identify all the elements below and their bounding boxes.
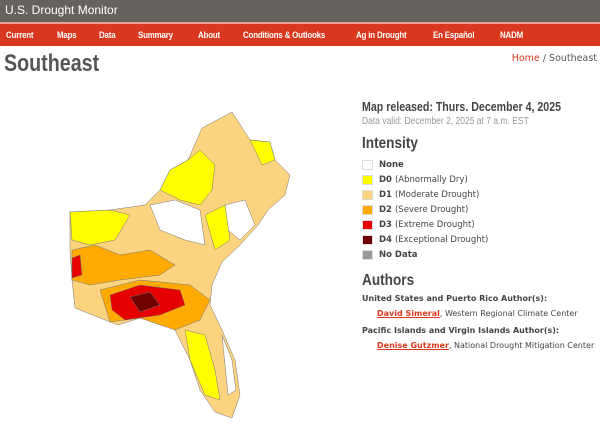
legend-code: D3 (379, 219, 392, 230)
intensity-legend: None D0 (Abnormally Dry) D1 (Moderate Drough… (362, 157, 600, 262)
author-link[interactable]: David Simeral (377, 309, 440, 318)
legend-code: D4 (379, 234, 392, 245)
legend-item: D4 (Exceptional Drought) (362, 232, 600, 247)
nav-data[interactable]: Data (99, 30, 116, 40)
author-org: , Western Regional Climate Center (439, 309, 578, 318)
authors-heading: Authors (362, 272, 415, 289)
map-region-d0-sc (204, 204, 231, 251)
legend-desc: (Exceptional Drought) (394, 234, 489, 245)
map-released: Map released: Thurs. December 4, 2025 (362, 100, 562, 114)
drought-map (69, 111, 291, 419)
site-title[interactable]: U.S. Drought Monitor (0, 0, 600, 22)
legend-swatch (362, 234, 373, 245)
author-entry: Denise Gutzmer, National Drought Mitigat… (377, 341, 600, 350)
author-group-label: Pacific Islands and Virgin Islands Autho… (362, 326, 560, 335)
author-org: , National Drought Mitigation Center (448, 341, 595, 350)
legend-swatch (362, 174, 373, 185)
breadcrumb-separator: / (542, 53, 547, 64)
nav-ag[interactable]: Ag in Drought (355, 30, 407, 40)
legend-item: D1 (Moderate Drought) (362, 187, 600, 202)
nav-nadm[interactable]: NADM (500, 30, 524, 40)
nav-espanol[interactable]: En Español (433, 30, 475, 40)
map-region-d4 (129, 291, 161, 313)
map-region-d0-va (249, 139, 276, 166)
nav-summary[interactable]: Summary (138, 30, 173, 40)
map-region-d2-west (71, 244, 176, 286)
legend-swatch (362, 159, 373, 170)
breadcrumb-home[interactable]: Home (511, 53, 540, 64)
legend-code: D2 (379, 204, 392, 215)
intensity-heading: Intensity (362, 135, 418, 152)
legend-item: No Data (362, 247, 600, 262)
legend-code: D0 (379, 174, 392, 185)
author-group-label: United States and Puerto Rico Author(s): (362, 294, 548, 303)
legend-code: D1 (379, 189, 392, 200)
map-region-d0-north (159, 149, 216, 206)
map-region-d0-fl (184, 329, 221, 401)
legend-item: D2 (Severe Drought) (362, 202, 600, 217)
page-title: Southeast (4, 50, 100, 77)
legend-item: D3 (Extreme Drought) (362, 217, 600, 232)
legend-desc: (Moderate Drought) (394, 189, 480, 200)
legend-desc: (Abnormally Dry) (394, 174, 468, 185)
legend-swatch (362, 219, 373, 230)
legend-desc: (Severe Drought) (394, 204, 469, 215)
legend-swatch (362, 189, 373, 200)
nav-about[interactable]: About (197, 30, 220, 40)
nav-conditions[interactable]: Conditions & Outlooks (242, 30, 325, 40)
map-region-d3-al (71, 254, 83, 279)
map-region-none-fl (221, 334, 237, 396)
legend-item: D0 (Abnormally Dry) (362, 172, 600, 187)
breadcrumb: Home / Southeast (512, 53, 597, 64)
legend-code: None (379, 159, 404, 170)
info-panel: Map released: Thurs. December 4, 2025 Da… (362, 100, 600, 358)
data-valid: Data valid: December 2, 2025 at 7 a.m. E… (362, 116, 529, 127)
nav-maps[interactable]: Maps (57, 30, 77, 40)
author-entry: David Simeral, Western Regional Climate … (377, 309, 600, 318)
map-region-d0-west (69, 209, 131, 246)
breadcrumb-current: Southeast (549, 53, 597, 64)
legend-swatch (362, 204, 373, 215)
author-link[interactable]: Denise Gutzmer (377, 341, 449, 350)
map-region-none-ga (149, 199, 206, 246)
legend-code: No Data (379, 249, 418, 260)
main-nav: Current Maps Data Summary About Conditio… (0, 22, 600, 46)
legend-swatch (362, 249, 373, 260)
legend-item: None (362, 157, 600, 172)
legend-desc: (Extreme Drought) (394, 219, 475, 230)
nav-current[interactable]: Current (6, 30, 34, 40)
